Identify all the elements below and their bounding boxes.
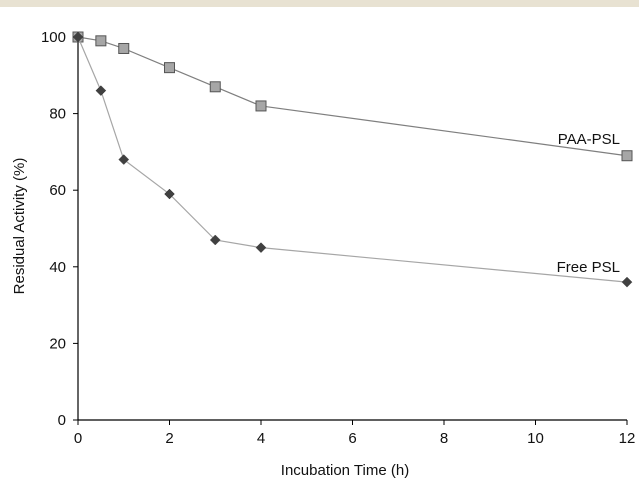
- data-point-paa-psl: [118, 42, 130, 54]
- x-tick-label: 10: [527, 430, 544, 447]
- x-tick-label: 4: [257, 430, 265, 447]
- y-axis-ticks: 0 20 40 60 80 100: [41, 29, 78, 429]
- data-point-free-psl: [164, 188, 175, 200]
- y-tick-label: 40: [49, 259, 66, 276]
- series-free-psl: [72, 31, 633, 288]
- y-tick-label: 20: [49, 335, 66, 352]
- data-point-free-psl: [118, 154, 130, 165]
- series-label-paa-psl: PAA-PSL: [558, 131, 620, 148]
- top-decorative-band: [0, 0, 639, 7]
- series-line-free-psl: [77, 36, 628, 283]
- data-point-free-psl: [209, 234, 221, 246]
- data-point-free-psl: [621, 276, 633, 288]
- x-tick-label: 12: [619, 430, 636, 447]
- x-axis-ticks: 0 2 4 6 8 10 12: [74, 420, 636, 447]
- data-point-paa-psl: [621, 150, 633, 162]
- series-layer: [72, 31, 633, 288]
- series-line-paa-psl: [77, 36, 628, 157]
- x-axis-label: Incubation Time (h): [281, 462, 409, 479]
- x-tick-label: 8: [440, 430, 448, 447]
- y-tick-label: 80: [49, 106, 66, 123]
- data-point-paa-psl: [209, 81, 221, 93]
- series-paa-psl: [72, 31, 633, 162]
- data-point-free-psl: [95, 85, 107, 96]
- y-axis-label: Residual Activity (%): [11, 158, 28, 295]
- y-tick-label: 60: [49, 182, 66, 199]
- x-tick-label: 0: [74, 430, 82, 447]
- x-tick-label: 6: [348, 430, 356, 447]
- series-label-free-psl: Free PSL: [557, 259, 620, 276]
- axes: [77, 37, 627, 421]
- y-tick-label: 100: [41, 29, 66, 46]
- data-point-paa-psl: [95, 35, 107, 47]
- data-point-paa-psl: [255, 100, 267, 112]
- data-point-free-psl: [72, 31, 84, 43]
- data-point-free-psl: [255, 242, 267, 254]
- x-tick-label: 2: [165, 430, 173, 447]
- y-tick-label: 0: [58, 412, 66, 429]
- data-point-paa-psl: [164, 62, 175, 74]
